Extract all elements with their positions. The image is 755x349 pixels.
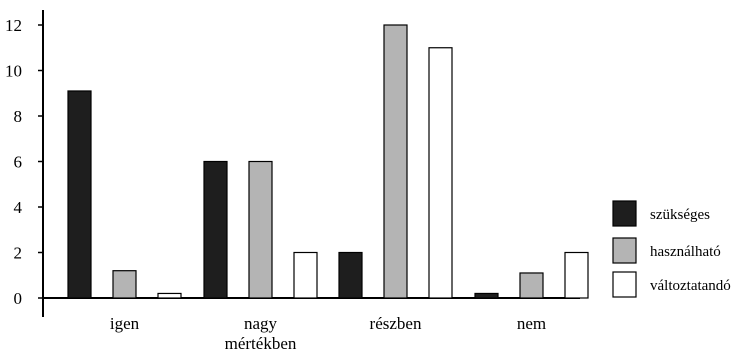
x-category-label-line: részben: [370, 314, 422, 333]
legend-swatch-használható: [612, 237, 637, 264]
bar-szükséges-1: [203, 160, 228, 299]
y-tick-label: 4: [14, 198, 23, 217]
y-tick-label: 8: [14, 107, 23, 126]
bar-változtatandó-3: [564, 251, 589, 299]
bar-változtatandó-2: [428, 47, 453, 299]
legend-label: szükséges: [650, 207, 710, 223]
y-tick-label: 2: [14, 244, 23, 263]
y-tick-label: 12: [5, 16, 22, 35]
x-category-label-line: nem: [517, 314, 546, 333]
legend-swatch-szükséges: [612, 200, 637, 227]
y-tick-label: 0: [14, 289, 23, 308]
bar-változtatandó-0: [157, 292, 182, 299]
bar-változtatandó-1: [293, 251, 318, 299]
y-tick-label: 10: [5, 62, 22, 81]
bar-szükséges-0: [67, 90, 92, 299]
bar-használható-1: [248, 160, 273, 299]
x-category-label: nagy mértékben: [225, 314, 297, 349]
x-category-label-line: mértékben: [225, 334, 297, 349]
bar-szükséges-3: [474, 292, 499, 299]
legend-label: változtatandó: [650, 278, 731, 294]
bar-szükséges-2: [338, 251, 363, 299]
y-tick-label: 6: [14, 153, 23, 172]
x-category-label: részben: [370, 314, 422, 333]
legend-swatch-változtatandó: [612, 271, 637, 298]
bar-használható-3: [519, 272, 544, 299]
x-category-label-line: nagy: [244, 314, 278, 333]
x-category-label-line: igen: [110, 314, 140, 333]
bar-használható-2: [383, 24, 408, 299]
bar-használható-0: [112, 270, 137, 299]
legend-label: használható: [650, 244, 721, 260]
x-category-label: igen: [110, 314, 140, 333]
x-category-label: nem: [517, 314, 546, 333]
